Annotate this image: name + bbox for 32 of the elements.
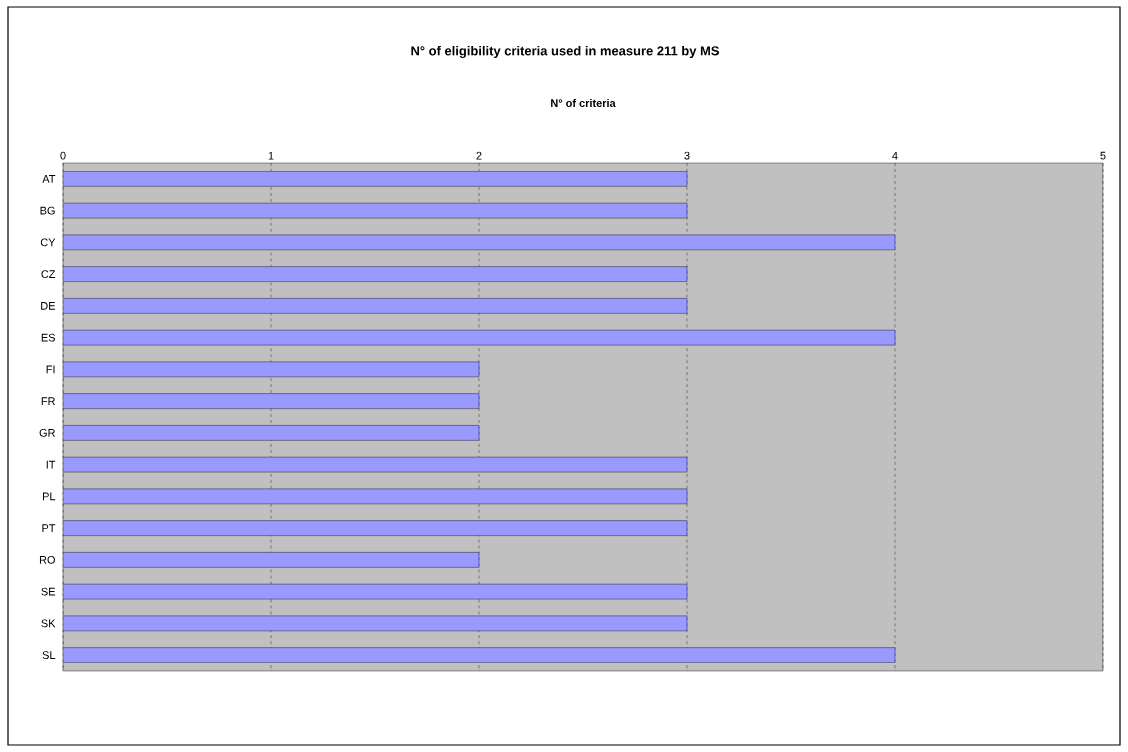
bar <box>63 425 480 441</box>
y-tick-label: ES <box>41 333 55 342</box>
bar <box>63 647 896 663</box>
x-tick-label: 1 <box>268 151 274 160</box>
y-tick-label: RO <box>39 556 55 564</box>
bar <box>63 171 688 187</box>
y-tick-label: SE <box>41 587 56 596</box>
y-tick-label: PL <box>42 492 56 501</box>
bar <box>63 520 688 536</box>
y-tick-label: PT <box>42 524 56 532</box>
y-tick-label: FR <box>41 397 55 405</box>
x-tick-label: 0 <box>60 151 66 160</box>
x-tick-label: 3 <box>684 151 690 160</box>
y-tick-label: CZ <box>41 270 56 278</box>
y-tick-label: BG <box>40 206 55 215</box>
bar <box>63 298 688 314</box>
chart-title: N° of eligibility criteria used in measure 211 by MS <box>411 45 719 59</box>
bar <box>63 393 480 409</box>
x-axis-title: N° of criteria <box>551 98 616 108</box>
y-tick-label: DE <box>41 302 56 310</box>
x-tick-label: 4 <box>892 151 898 160</box>
bar <box>63 266 688 282</box>
y-tick-label: CY <box>40 238 56 247</box>
y-tick-label: SK <box>41 619 56 628</box>
x-tick-label: 2 <box>476 151 482 160</box>
x-tick-label: 5 <box>1100 151 1106 160</box>
y-tick-label: IT <box>46 460 56 469</box>
y-tick-label: GR <box>39 429 55 437</box>
bar <box>63 552 480 568</box>
y-tick-label: SL <box>42 651 56 659</box>
y-tick-label: FI <box>46 365 55 374</box>
y-tick-label: AT <box>42 175 56 183</box>
